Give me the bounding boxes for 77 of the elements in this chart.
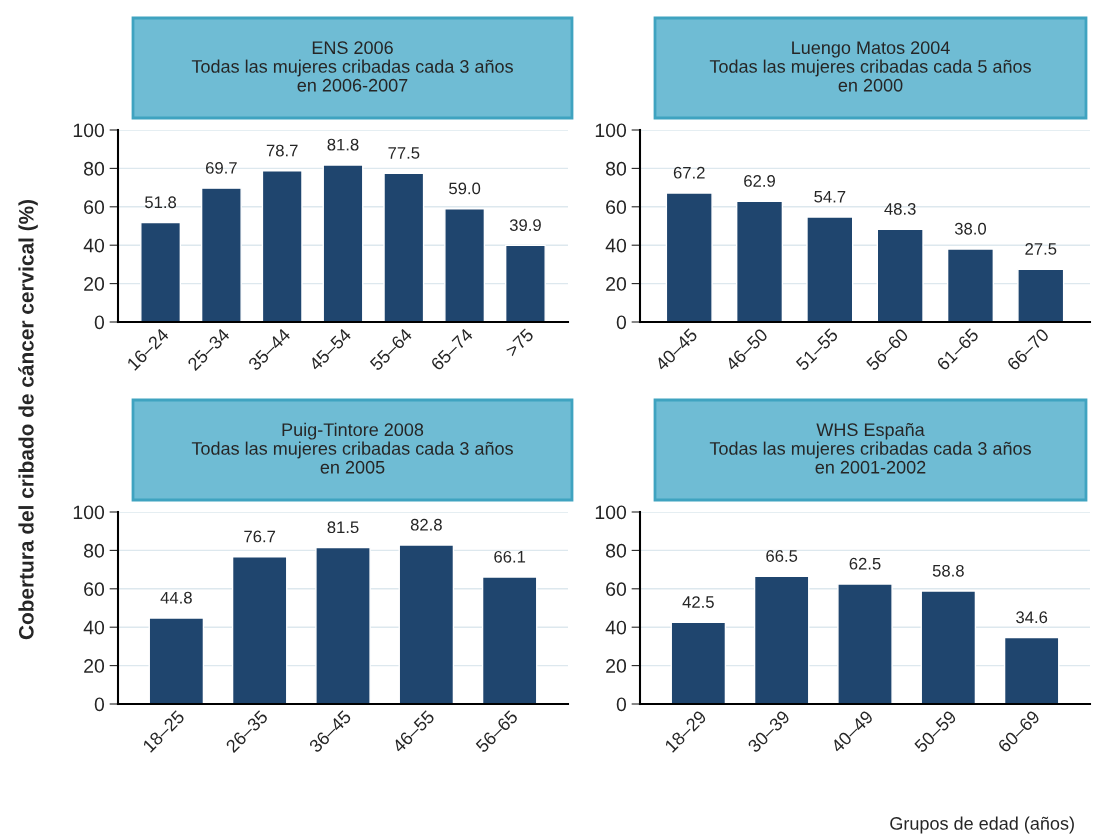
x-axis-title: Grupos de edad (años) <box>890 816 1074 834</box>
chart-title: WHS España Todas las mujeres cribadas cada 3 años en 2001-2002 <box>709 422 1031 474</box>
y-tick-label: 0 <box>616 697 627 712</box>
data-label: 76.7 <box>244 530 276 543</box>
y-tick-label: 80 <box>84 543 105 558</box>
bar <box>504 244 546 322</box>
data-label: 38.0 <box>954 222 987 235</box>
bar <box>231 556 288 704</box>
y-tick-label: 20 <box>84 277 105 291</box>
data-label: 78.7 <box>266 144 298 157</box>
y-tick-label: 0 <box>94 697 105 712</box>
y-tick-label: 100 <box>595 505 627 520</box>
bar <box>946 248 995 322</box>
y-tick-label: 100 <box>73 123 105 138</box>
bar <box>753 575 810 704</box>
y-tick-label: 40 <box>605 620 627 635</box>
y-tick-label: 0 <box>94 315 105 330</box>
bar <box>315 546 371 704</box>
data-label: 59.0 <box>449 182 481 195</box>
bar <box>806 216 854 322</box>
data-label: 69.7 <box>206 161 237 174</box>
data-label: 81.5 <box>327 521 359 534</box>
y-tick-label: 60 <box>606 200 627 215</box>
bar <box>140 221 182 322</box>
y-tick-label: 80 <box>84 161 105 176</box>
y-tick-label: 40 <box>605 238 627 253</box>
bar <box>670 621 727 704</box>
data-label: 54.7 <box>814 190 846 203</box>
bar <box>481 576 538 704</box>
bar <box>383 172 425 322</box>
data-label: 67.2 <box>673 166 705 179</box>
y-tick-label: 20 <box>84 659 105 673</box>
bar <box>398 544 455 704</box>
data-label: 66.5 <box>766 550 798 562</box>
data-label: 42.5 <box>682 596 714 608</box>
y-tick-label: 0 <box>616 315 627 330</box>
data-label: 82.8 <box>410 518 442 531</box>
y-tick-label: 100 <box>595 123 627 138</box>
bar <box>735 200 784 322</box>
data-label: 27.5 <box>1025 242 1057 255</box>
y-tick-label: 40 <box>83 238 105 253</box>
chart-title: ENS 2006 Todas las mujeres cribadas cada 3 años en 2006-2007 <box>191 41 513 92</box>
bar <box>322 164 364 322</box>
bar <box>1017 268 1065 322</box>
bar <box>444 208 486 322</box>
bar <box>148 617 205 704</box>
y-tick-label: 60 <box>606 582 627 597</box>
y-tick-label: 40 <box>83 620 105 635</box>
y-axis-title: Cobertura del cribado de cáncer cervical (%) <box>18 199 38 640</box>
y-tick-label: 100 <box>73 505 105 520</box>
bar <box>261 170 303 322</box>
bar <box>1003 636 1060 704</box>
data-label: 34.6 <box>1016 611 1048 624</box>
data-label: 66.1 <box>494 550 526 563</box>
data-label: 44.8 <box>160 591 192 604</box>
data-label: 62.5 <box>849 557 881 570</box>
data-label: 81.8 <box>327 138 359 151</box>
bar <box>665 192 713 322</box>
y-tick-label: 60 <box>84 582 105 597</box>
x-tick-label: >75 <box>504 327 535 358</box>
data-label: 62.9 <box>744 175 775 187</box>
bar <box>920 590 977 704</box>
y-tick-label: 20 <box>606 659 627 673</box>
chart-title: Luengo Matos 2004 Todas las mujeres cribadas cada 5 años en 2000 <box>709 41 1031 92</box>
y-tick-label: 80 <box>606 161 627 176</box>
bar <box>876 228 924 322</box>
chart-title: Puig-Tintore 2008 Todas las mujeres cribadas cada 3 años en 2005 <box>191 422 513 474</box>
data-label: 58.8 <box>932 564 964 577</box>
data-label: 39.9 <box>509 219 541 231</box>
data-label: 51.8 <box>145 196 177 209</box>
data-label: 48.3 <box>884 203 916 215</box>
y-tick-label: 20 <box>606 277 627 291</box>
bar <box>837 583 893 704</box>
data-label: 77.5 <box>388 147 420 159</box>
y-tick-label: 60 <box>84 200 105 215</box>
y-tick-label: 80 <box>606 543 627 558</box>
bar <box>200 187 242 322</box>
